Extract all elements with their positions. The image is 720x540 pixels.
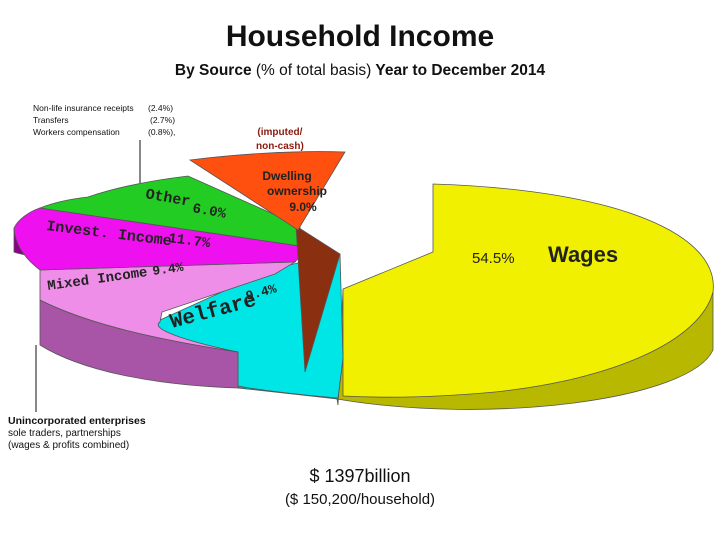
unincorporated-title: Unincorporated enterprises [8,415,146,427]
slice-side-dwelling [295,225,341,373]
slice-value-wages: 54.5% [472,250,515,267]
note-value-2: (0.8%), [148,127,176,137]
slice-top-other [38,175,301,247]
note-value-1: (2.7%) [150,115,176,125]
unincorporated-note: Unincorporated enterprises sole traders,… [8,415,208,452]
subtitle-main: By Source [174,62,252,79]
slice-label-dwelling-2: ownership [267,184,327,198]
slice-value-mixed: 9.4% [151,260,184,279]
slice-value-invest: 11.7% [167,231,211,252]
slice-label-wages: Wages [548,242,618,267]
total-block: $ 1397billion ($ 150,200/household) [270,466,450,508]
subtitle-rest: Year to December 2014 [375,62,546,79]
note-label-1: Transfers [33,115,69,125]
chart-title: Household Income [225,20,495,53]
slice-top-wages [342,183,714,398]
imputed-line-1: (imputed/ [257,127,303,138]
slice-top-dwelling [188,151,346,231]
subtitle-pct: (% of total basis) [255,62,372,79]
slice-value-other: 6.0% [191,201,227,223]
slice-label-dwelling-1: Dwelling [262,169,311,183]
slice-value-dwelling: 9.0% [289,200,317,214]
unincorporated-line-2: (wages & profits combined) [8,440,130,451]
note-label-0: Non-life insurance receipts [33,103,134,113]
note-label-2: Workers compensation [33,127,120,137]
note-value-0: (2.4%) [148,103,174,113]
chart-subtitle: By Source (% of total basis) Year to Dec… [0,62,720,80]
imputed-line-2: non-cash) [256,141,304,152]
slice-top-invest [13,207,301,271]
imputed-note: (imputed/ non-cash) [256,126,304,154]
total-amount: $ 1397billion [309,466,411,486]
total-per-household: ($ 150,200/household) [284,491,436,508]
slice-top-mixed [39,261,297,353]
unincorporated-line-1: sole traders, partnerships [8,428,121,439]
